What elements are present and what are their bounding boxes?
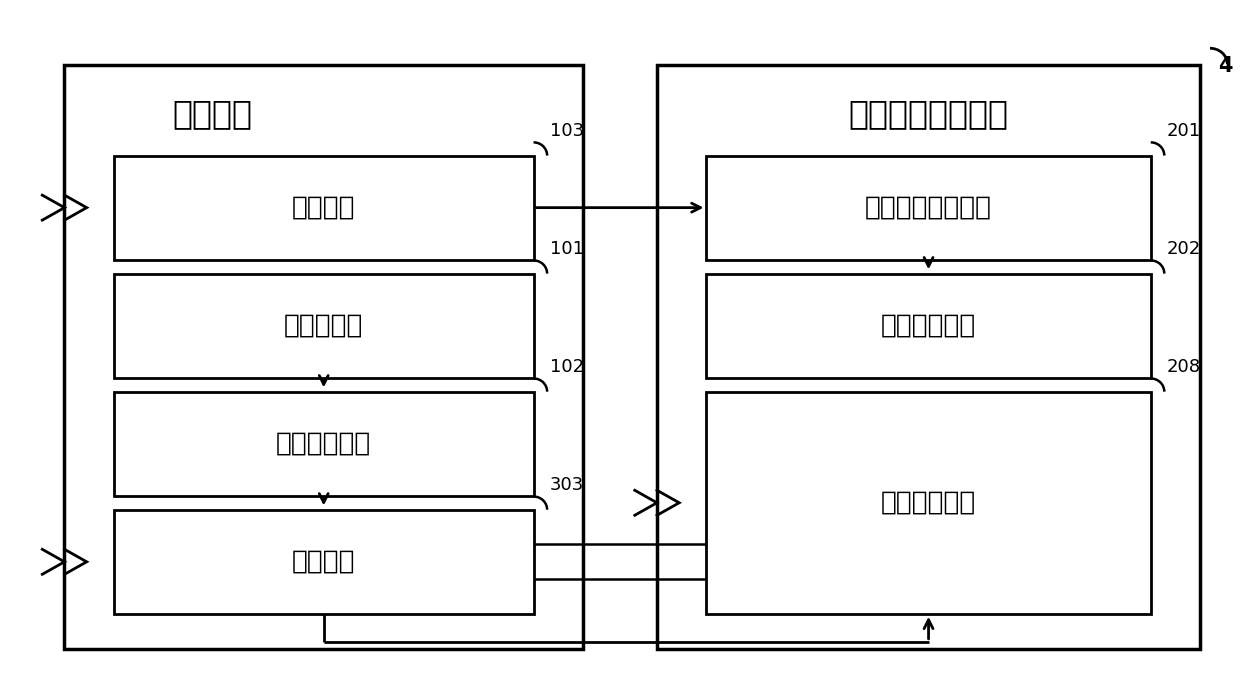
Bar: [707, 274, 1151, 378]
Text: 102: 102: [549, 358, 584, 377]
Bar: [114, 155, 533, 260]
Text: 共享电池管理模块: 共享电池管理模块: [866, 195, 992, 220]
Text: 共享电池: 共享电池: [172, 97, 253, 130]
Text: 定位模块: 定位模块: [291, 195, 356, 220]
Text: 303: 303: [549, 477, 584, 494]
Text: 共享管理云服务器: 共享管理云服务器: [848, 97, 1008, 130]
Bar: [657, 65, 1200, 649]
Text: 4: 4: [1219, 56, 1233, 76]
Text: 202: 202: [1167, 240, 1202, 258]
Bar: [114, 392, 533, 496]
Bar: [114, 274, 533, 378]
Bar: [707, 155, 1151, 260]
Text: 数据统计模块: 数据统计模块: [880, 490, 976, 516]
Bar: [64, 65, 583, 649]
Text: 201: 201: [1167, 122, 1200, 140]
Text: 充电电池组: 充电电池组: [284, 313, 363, 339]
Text: 103: 103: [549, 122, 584, 140]
Text: 通讯模块: 通讯模块: [291, 549, 356, 575]
Bar: [707, 392, 1151, 614]
Text: 电量监控模块: 电量监控模块: [277, 430, 371, 457]
Text: 101: 101: [549, 240, 584, 258]
Text: 208: 208: [1167, 358, 1200, 377]
Text: 定位管理模块: 定位管理模块: [880, 313, 976, 339]
Bar: [114, 510, 533, 614]
